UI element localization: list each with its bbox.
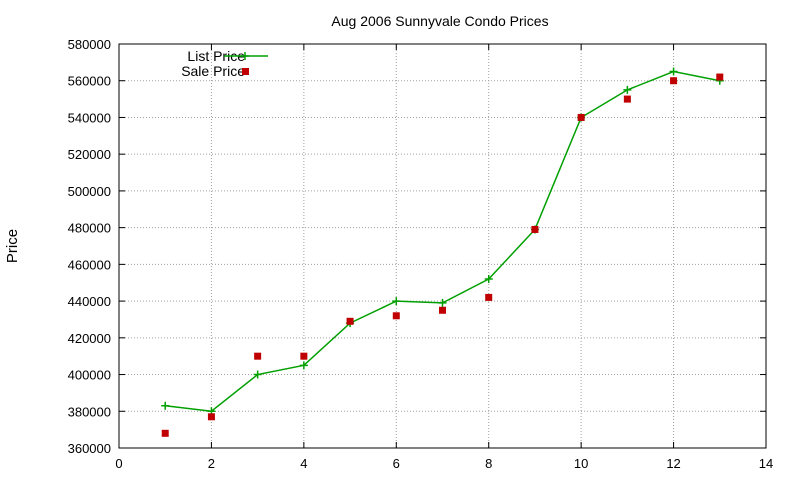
x-axis: 0 2 4 6 8 10 12 14 (115, 44, 773, 471)
point-list-price (623, 85, 632, 94)
legend-marker-sale-price (242, 68, 249, 75)
point-sale-price (670, 77, 678, 85)
y-tick-label: 460000 (68, 257, 111, 272)
x-tick-label: 4 (300, 456, 307, 471)
x-tick-label: 2 (208, 456, 215, 471)
point-list-price (438, 298, 447, 307)
x-tick-label: 12 (666, 456, 680, 471)
point-list-price (299, 361, 308, 370)
y-tick-label: 500000 (68, 184, 111, 199)
y-tick-label: 540000 (68, 110, 111, 125)
x-tick-label: 6 (393, 456, 400, 471)
legend-label-list-price: List Price (187, 48, 245, 64)
y-tick-label: 480000 (68, 221, 111, 236)
point-sale-price (531, 225, 539, 233)
x-tick-label: 0 (115, 456, 122, 471)
y-axis: 360000 380000 400000 420000 440000 460000 4800… (68, 37, 766, 456)
point-list-price (392, 297, 401, 306)
grid (119, 44, 766, 448)
y-tick-label: 380000 (68, 404, 111, 419)
plot-frame (118, 43, 767, 449)
point-sale-price (161, 429, 169, 437)
point-sale-price (300, 352, 308, 360)
point-sale-price (207, 413, 215, 421)
legend: List Price Sale Price (181, 48, 268, 79)
y-tick-label: 520000 (68, 147, 111, 162)
point-list-price (161, 401, 170, 410)
legend-marker-list-price (241, 52, 249, 60)
legend-label-sale-price: Sale Price (181, 63, 245, 79)
chart-title: Aug 2006 Sunnyvale Condo Prices (331, 13, 548, 29)
y-tick-label: 440000 (68, 294, 111, 309)
y-tick-label: 580000 (68, 37, 111, 52)
point-sale-price (392, 312, 400, 320)
y-tick-label: 420000 (68, 331, 111, 346)
x-tick-label: 8 (485, 456, 492, 471)
series-line-list-price (165, 70, 720, 413)
point-sale-price (577, 113, 585, 121)
y-tick-label: 560000 (68, 74, 111, 89)
y-tick-label: 360000 (68, 441, 111, 456)
y-tick-label: 400000 (68, 368, 111, 383)
point-sale-price (485, 293, 493, 301)
point-sale-price (346, 317, 354, 325)
x-tick-label: 10 (574, 456, 588, 471)
series-layer (161, 67, 724, 437)
point-list-price (669, 67, 678, 76)
x-tick-label: 14 (759, 456, 773, 471)
y-axis-label: Price (4, 229, 21, 263)
point-list-price (253, 370, 262, 379)
point-sale-price (716, 73, 724, 81)
point-list-price (484, 275, 493, 284)
point-sale-price (254, 352, 262, 360)
point-sale-price (623, 95, 631, 103)
point-sale-price (439, 306, 446, 314)
